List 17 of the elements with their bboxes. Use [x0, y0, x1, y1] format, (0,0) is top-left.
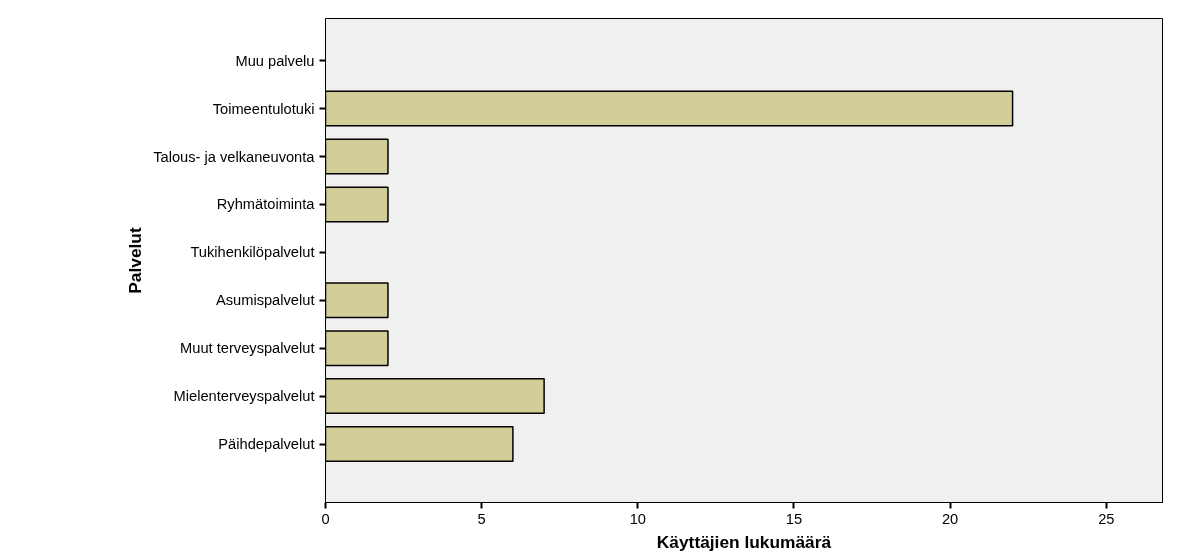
y-axis-title: Palvelut: [125, 227, 146, 294]
y-tick-label: Tukihenkilöpalvelut: [190, 244, 315, 261]
x-tick-label: 0: [321, 510, 330, 527]
y-tick-label: Mielenterveyspalvelut: [173, 388, 315, 405]
x-tick-label: 15: [785, 510, 803, 527]
y-tick-label: Päihdepalvelut: [218, 436, 315, 453]
y-tick-label: Talous- ja velkaneuvonta: [153, 148, 316, 165]
y-tick-label: Toimeentulotuki: [212, 100, 315, 117]
y-tick-label: Ryhmätoiminta: [216, 196, 316, 213]
x-tick-label: 10: [629, 510, 646, 527]
x-tick-label: 25: [1098, 510, 1115, 527]
y-tick-label: Muut terveyspalvelut: [180, 340, 315, 357]
y-tick-label: Asumispalvelut: [215, 292, 315, 309]
x-tick-label: 5: [477, 510, 486, 527]
y-tick-label: Muu palvelu: [235, 52, 315, 69]
x-axis-title: Käyttäjien lukumäärä: [656, 531, 832, 552]
x-tick-label: 20: [941, 510, 959, 527]
